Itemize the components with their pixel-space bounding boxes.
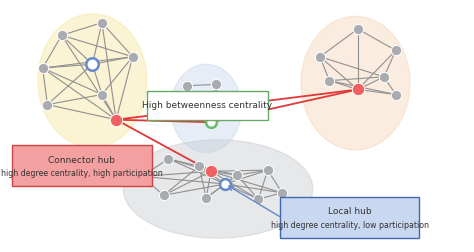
- Point: [207, 120, 215, 124]
- Point: [39, 66, 46, 70]
- Point: [58, 33, 65, 37]
- Point: [164, 157, 172, 161]
- Point: [264, 168, 272, 172]
- FancyBboxPatch shape: [12, 145, 152, 186]
- Point: [195, 164, 203, 168]
- Point: [221, 182, 229, 186]
- Text: high degree centrality, high participation: high degree centrality, high participati…: [1, 169, 163, 178]
- Point: [316, 55, 324, 59]
- Point: [278, 191, 286, 195]
- Point: [183, 84, 191, 88]
- Ellipse shape: [123, 140, 313, 238]
- Point: [217, 113, 224, 117]
- Ellipse shape: [38, 14, 147, 147]
- Point: [255, 197, 262, 201]
- Point: [193, 109, 201, 113]
- Point: [207, 169, 215, 173]
- Point: [392, 92, 400, 97]
- Point: [326, 79, 333, 83]
- Point: [112, 118, 120, 122]
- Point: [202, 196, 210, 200]
- Point: [98, 21, 106, 25]
- Point: [160, 193, 167, 197]
- Text: high degree centrality, low participation: high degree centrality, low participatio…: [271, 221, 428, 230]
- Point: [44, 103, 51, 107]
- Point: [89, 62, 96, 66]
- Point: [212, 82, 219, 86]
- Ellipse shape: [171, 64, 242, 152]
- Point: [233, 173, 241, 177]
- Point: [354, 87, 362, 91]
- Ellipse shape: [301, 16, 410, 150]
- Point: [354, 27, 362, 31]
- Point: [98, 92, 106, 97]
- Text: Local hub: Local hub: [328, 207, 372, 216]
- FancyBboxPatch shape: [280, 197, 419, 238]
- Text: High betweenness centrality: High betweenness centrality: [142, 101, 273, 110]
- Point: [392, 48, 400, 52]
- Text: Connector hub: Connector hub: [48, 156, 115, 165]
- Point: [380, 75, 388, 79]
- FancyBboxPatch shape: [147, 91, 268, 120]
- Point: [129, 55, 137, 59]
- Point: [138, 174, 146, 178]
